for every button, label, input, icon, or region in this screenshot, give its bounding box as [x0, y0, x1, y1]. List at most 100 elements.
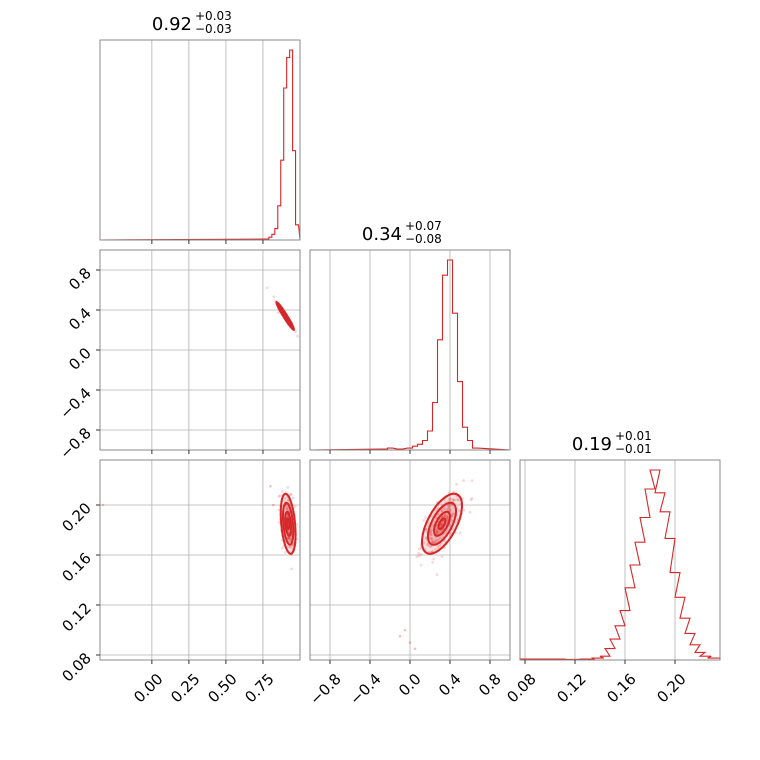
scatter-point	[448, 497, 452, 501]
contour-level	[282, 312, 288, 320]
panel-frame	[519, 459, 721, 661]
x-tick-label: −0.8	[306, 670, 344, 708]
scatter-point	[277, 495, 281, 498]
scatter-panel-0	[265, 286, 299, 338]
y-tick-label: 0.20	[58, 499, 94, 535]
scatter-point	[287, 537, 291, 541]
scatter-point	[450, 512, 454, 516]
scatter-point	[446, 517, 449, 521]
scatter-point	[451, 499, 455, 502]
scatter-point	[269, 484, 272, 488]
scatter-point	[429, 530, 432, 534]
scatter-point	[296, 334, 299, 338]
scatter-point	[430, 536, 433, 540]
scatter-point	[286, 537, 290, 541]
scatter-point	[277, 520, 281, 524]
scatter-point	[435, 529, 439, 532]
x-tick-label: 0.50	[204, 670, 240, 706]
scatter-point	[449, 532, 452, 535]
scatter-point	[437, 544, 441, 548]
scatter-point	[417, 554, 421, 558]
scatter-point	[450, 519, 454, 522]
scatter-point	[437, 530, 441, 533]
scatter-point	[431, 549, 434, 553]
y-tick-label: 0.16	[58, 549, 94, 585]
scatter-point	[456, 498, 459, 501]
panel-title-value-1: 0.34	[362, 224, 402, 245]
scatter-point	[429, 533, 433, 537]
scatter-point	[433, 548, 437, 551]
scatter-point	[277, 508, 281, 512]
panel-title-plus-0: +0.03	[195, 9, 232, 23]
scatter-point	[289, 546, 293, 550]
scatter-point	[280, 546, 284, 550]
scatter-point	[417, 547, 421, 551]
x-tick-label: 0.4	[435, 670, 465, 700]
scatter-point	[286, 498, 290, 502]
scatter-point	[458, 531, 462, 535]
y-tick-label: −0.8	[56, 424, 94, 462]
scatter-point	[291, 496, 295, 500]
grid-layer	[100, 40, 676, 660]
scatter-point	[430, 528, 434, 532]
panel-title-plus-1: +0.07	[405, 219, 442, 233]
x-tick-label: 0.20	[653, 670, 689, 706]
scatter-point	[442, 515, 445, 519]
scatter-point	[453, 498, 456, 502]
contour-level	[284, 510, 293, 537]
scatter-point	[446, 504, 450, 507]
scatter-point	[447, 504, 451, 507]
scatter-point	[443, 515, 447, 519]
scatter-point	[290, 567, 293, 571]
scatter-point	[286, 536, 290, 540]
x-tick-label: 0.00	[130, 670, 166, 706]
scatter-point	[451, 497, 455, 501]
scatter-point	[445, 514, 449, 518]
scatter-point	[101, 503, 105, 507]
scatter-point	[430, 538, 434, 541]
scatter-point	[293, 505, 297, 508]
scatter-point	[440, 509, 444, 513]
x-tick-label: 0.16	[603, 670, 639, 706]
scatter-point	[286, 537, 290, 540]
panel-title-plus-2: +0.01	[615, 429, 652, 443]
x-tick-label: 0.8	[475, 670, 505, 700]
panel-title-value-0: 0.92	[152, 14, 192, 35]
scatter-point	[427, 521, 430, 525]
panel-title-minus-0: −0.03	[195, 22, 232, 36]
panel-title-value-2: 0.19	[572, 434, 612, 455]
scatter-point	[408, 641, 412, 644]
scatter-point	[445, 516, 449, 519]
scatter-point	[415, 555, 419, 559]
scatter-panel-1	[101, 484, 299, 571]
scatter-point	[433, 538, 437, 542]
scatter-point	[456, 517, 459, 521]
contour-level	[432, 510, 451, 537]
scatter-point	[435, 530, 439, 534]
scatter-point	[428, 544, 432, 548]
scatter-point	[432, 557, 436, 561]
scatter-panel-2	[398, 479, 474, 651]
scatter-point	[435, 538, 439, 542]
scatter-point	[287, 536, 291, 540]
scatter-point	[445, 508, 449, 512]
scatter-point	[446, 507, 450, 510]
scatter-point	[462, 479, 465, 482]
scatter-point	[398, 634, 402, 638]
scatter-point	[287, 499, 290, 503]
scatter-point	[294, 330, 297, 333]
scatter-point	[291, 543, 295, 547]
scatter-point	[448, 508, 451, 512]
scatter-point	[429, 533, 433, 537]
histogram-2	[519, 469, 721, 660]
scatter-point	[290, 493, 293, 496]
scatter-point	[435, 530, 439, 534]
scatter-point	[431, 560, 435, 564]
y-tick-label: 0.0	[65, 344, 95, 374]
scatter-point	[433, 509, 437, 512]
scatter-point	[431, 540, 435, 544]
contour-level	[420, 492, 463, 555]
scatter-point	[448, 497, 451, 501]
scatter-point	[446, 515, 450, 519]
histogram-1	[309, 259, 511, 451]
